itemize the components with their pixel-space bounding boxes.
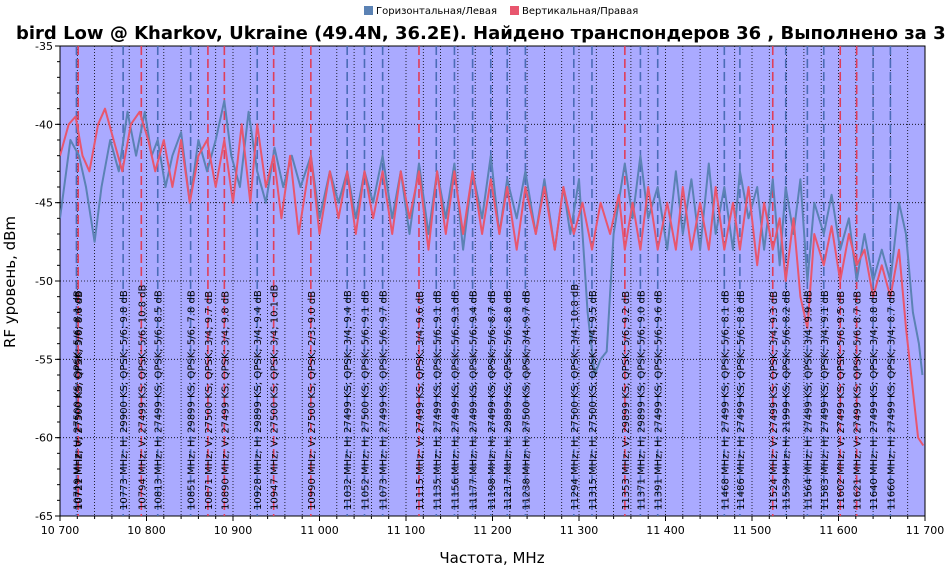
legend-label-horizontal: Горизонтальная/Левая: [376, 6, 497, 17]
x-axis-label: Частота, MHz: [439, 549, 544, 567]
x-tick-label: 11 500: [733, 524, 772, 537]
y-tick-label: -45: [35, 197, 53, 210]
transponder-label: 11073 MHz; H; 27499 KS; QPSK; 5/6; 9.7 d…: [379, 290, 390, 510]
transponder-label: 11315 MHz; H; 27500 KS; QPSK; 3/4; 9.5 d…: [588, 290, 599, 510]
legend: Горизонтальная/Левая Вертикальная/Правая: [364, 6, 638, 17]
y-axis-label: RF уровень, dBm: [1, 216, 19, 348]
y-tick-label: -35: [35, 40, 53, 53]
transponder-label: 11217 MHz; H; 29899 KS; QPSK; 5/6; 8.8 d…: [503, 290, 514, 510]
transponder-label: 11660 MHz; H; 27499 KS; QPSK; 3/4; 8.7 d…: [886, 290, 897, 510]
legend-swatch-vertical: [510, 6, 519, 15]
transponder-label: 10813 MHz; H; 27499 KS; QPSK; 5/6; 8.5 d…: [154, 290, 165, 510]
axes: 10 700 10 800 10 900 11 000 11 100 11 200 11 3…: [35, 40, 944, 537]
x-tick-label: 10 900: [214, 524, 253, 537]
transponder-label: 11621 MHz; V; 27499 KS; QPSK; 5/6; 8.7 d…: [853, 291, 864, 510]
x-tick-label: 11 000: [300, 524, 339, 537]
legend-swatch-horizontal: [364, 6, 373, 15]
transponder-label: 10871 MHz; V; 27500 KS; QPSK; 3/4; 9.7 d…: [204, 291, 215, 510]
y-tick-label: -60: [35, 432, 53, 445]
y-tick-label: -65: [35, 510, 53, 523]
transponder-label: 11032 MHz; H; 27499 KS; QPSK; 3/4; 9.4 d…: [343, 290, 354, 510]
transponder-label: 11052 MHz; H; 27500 KS; QPSK; 5/6; 9.1 d…: [360, 290, 371, 510]
transponder-label: 11353 MHz; V; 29899 KS; QPSK; 5/6; 9.2 d…: [621, 291, 632, 510]
transponder-label: 11115 MHz; V; 27499 KS; QPSK; 3/4; 9.6 d…: [415, 291, 426, 510]
transponder-label: 10928 MHz; H; 29899 KS; QPSK; 3/4; 9.4 d…: [253, 290, 264, 510]
x-tick-label: 11 100: [387, 524, 426, 537]
transponder-label: 11198 MHz; H; 27499 KS; QPSK; 5/6; 8.7 d…: [487, 290, 498, 510]
transponder-label: 10947 MHz; V; 27500 KS; QPSK; 3/4; 10.1 …: [270, 284, 281, 510]
x-tick-label: 11 600: [819, 524, 858, 537]
x-tick-label: 11 300: [560, 524, 599, 537]
y-tick-label: -50: [35, 275, 53, 288]
transponder-label: 10990 MHz; V; 27500 KS; QPSK; 2/3; 9.0 d…: [307, 291, 318, 510]
transponder-label: 11156 MHz; H; 27499 KS; QPSK; 5/6; 9.3 d…: [450, 290, 461, 510]
x-tick-label: 10 700: [41, 524, 80, 537]
transponder-label: 11135 MHz; H; 27499 KS; QPSK; 5/6; 9.1 d…: [432, 290, 443, 510]
transponder-label: 10721 MHz; V; 27500 KS; QPSK; 5/6; 8.6 d…: [74, 291, 85, 510]
transponder-label: 11539 MHz; H; 21999 KS; QPSK; 5/6; 8.2 d…: [782, 290, 793, 510]
transponder-label: 11640 MHz; H; 27499 KS; QPSK; 3/4; 8.8 d…: [869, 290, 880, 510]
series-vertical-line: [60, 107, 925, 447]
transponder-label: 11294 MHz; H; 27500 KS; QPSK; 3/4; 10.8 …: [570, 284, 581, 510]
transponder-label: 11524 MHz; V; 27499 KS; QPSK; 3/4; 9.3 d…: [769, 291, 780, 510]
chart-title: bird Low @ Kharkov, Ukraine (49.4N, 36.2…: [16, 23, 945, 44]
transponder-label: 10890 MHz; V; 27499 KS; QPSK; 3/4; 9.8 d…: [220, 291, 231, 510]
transponder-label: 11371 MHz; H; 29899 KS; QPSK; 5/6; 9.0 d…: [636, 290, 647, 510]
transponder-label: 11391 MHz; H; 27499 KS; QPSK; 5/6; 9.6 d…: [654, 290, 665, 510]
y-tick-label: -40: [35, 118, 53, 131]
transponder-label: 11564 MHz; H; 27499 KS; QPSK; 3/4; 9.9 d…: [803, 290, 814, 510]
x-tick-label: 10 800: [127, 524, 166, 537]
transponder-labels: 10719 MHz; H; 27500 KS; QPSK; 5/6; 8.1 d…: [72, 284, 897, 510]
transponder-label: 11486 MHz; H; 27499 KS; QPSK; 5/6; 8.8 d…: [736, 290, 747, 510]
transponder-label: 11238 MHz; H; 27500 KS; QPSK; 3/4; 9.7 d…: [521, 290, 532, 510]
x-tick-label: 11 400: [646, 524, 685, 537]
transponder-label: 10719 MHz; H; 27500 KS; QPSK; 5/6; 8.1 d…: [72, 290, 83, 510]
transponder-label: 11602 MHz; V; 27499 KS; QPSK; 5/6; 9.5 d…: [836, 291, 847, 510]
transponder-label: 11583 MHz; H; 27499 KS; QPSK; 3/4; 9.1 d…: [820, 290, 831, 510]
transponder-label: 10794 MHz; V; 27499 KS; QPSK; 5/6; 10.8 …: [137, 284, 148, 510]
x-tick-label: 11 200: [473, 524, 512, 537]
y-tick-label: -55: [35, 353, 53, 366]
transponder-label: 10773 MHz; H; 29900 KS; QPSK; 5/6; 9.8 d…: [119, 290, 130, 510]
x-tick-label: 11 700: [906, 524, 945, 537]
transponder-label: 11468 MHz; H; 27499 KS; QPSK; 5/6; 8.1 d…: [720, 290, 731, 510]
legend-label-vertical: Вертикальная/Правая: [522, 6, 638, 17]
transponder-label: 10851 MHz; H; 29899 KS; QPSK; 5/6; 7.8 d…: [187, 290, 198, 510]
transponder-label: 11177 MHz; H; 27499 KS; QPSK; 5/6; 9.4 d…: [469, 290, 480, 510]
series-lines: [60, 99, 925, 447]
